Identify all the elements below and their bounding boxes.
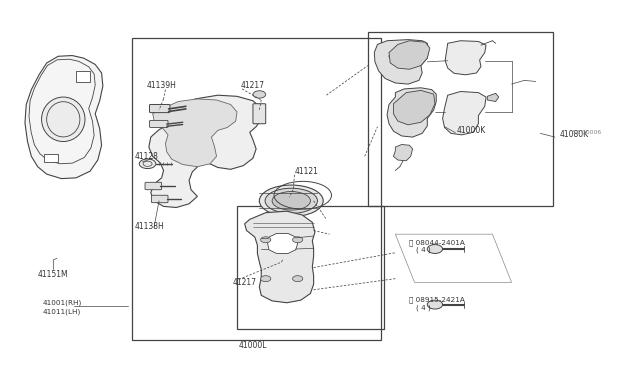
Polygon shape bbox=[25, 55, 103, 179]
Circle shape bbox=[292, 237, 303, 243]
Text: 41217: 41217 bbox=[240, 81, 264, 90]
Text: Ⓑ 08044-2401A: Ⓑ 08044-2401A bbox=[410, 239, 465, 246]
Text: S2 00006: S2 00006 bbox=[572, 130, 601, 135]
FancyBboxPatch shape bbox=[152, 195, 168, 203]
Text: Ⓦ 08915-2421A: Ⓦ 08915-2421A bbox=[410, 297, 465, 304]
Polygon shape bbox=[153, 99, 237, 167]
Circle shape bbox=[414, 106, 427, 114]
Polygon shape bbox=[394, 144, 413, 161]
Polygon shape bbox=[443, 92, 486, 135]
Circle shape bbox=[397, 106, 410, 114]
Text: 41080K: 41080K bbox=[559, 130, 589, 140]
Polygon shape bbox=[374, 39, 429, 84]
Bar bbox=[237, 206, 384, 329]
FancyBboxPatch shape bbox=[76, 71, 90, 82]
Text: ( 4 ): ( 4 ) bbox=[416, 247, 431, 253]
Polygon shape bbox=[487, 93, 499, 102]
Circle shape bbox=[276, 244, 287, 250]
FancyBboxPatch shape bbox=[276, 253, 287, 272]
Circle shape bbox=[292, 276, 303, 282]
FancyBboxPatch shape bbox=[145, 182, 162, 190]
FancyBboxPatch shape bbox=[44, 154, 58, 162]
Polygon shape bbox=[244, 211, 315, 303]
Bar bbox=[368, 32, 553, 206]
FancyBboxPatch shape bbox=[150, 121, 168, 128]
Text: 41000L: 41000L bbox=[239, 341, 267, 350]
Ellipse shape bbox=[42, 97, 85, 141]
Ellipse shape bbox=[265, 188, 317, 214]
Ellipse shape bbox=[272, 192, 310, 210]
Circle shape bbox=[260, 237, 271, 243]
Polygon shape bbox=[387, 88, 436, 137]
Text: 41001(RH): 41001(RH) bbox=[42, 299, 81, 306]
Polygon shape bbox=[268, 234, 298, 253]
Circle shape bbox=[140, 159, 156, 169]
Circle shape bbox=[428, 244, 443, 253]
Text: 41011(LH): 41011(LH) bbox=[42, 309, 81, 315]
Circle shape bbox=[253, 91, 266, 98]
Polygon shape bbox=[445, 41, 486, 75]
Text: 41151M: 41151M bbox=[38, 270, 68, 279]
Text: 41121: 41121 bbox=[294, 167, 318, 176]
Ellipse shape bbox=[259, 185, 323, 217]
FancyBboxPatch shape bbox=[150, 105, 170, 113]
Text: 41138H: 41138H bbox=[135, 222, 164, 231]
Text: 41128: 41128 bbox=[135, 152, 159, 161]
Polygon shape bbox=[149, 95, 262, 208]
FancyBboxPatch shape bbox=[253, 104, 266, 124]
Circle shape bbox=[428, 300, 443, 309]
Circle shape bbox=[260, 276, 271, 282]
Circle shape bbox=[408, 52, 421, 60]
Text: 41139H: 41139H bbox=[147, 81, 176, 90]
Polygon shape bbox=[394, 90, 435, 125]
Text: 41217: 41217 bbox=[232, 278, 257, 287]
Text: 41000K: 41000K bbox=[457, 126, 486, 135]
Text: ( 4 ): ( 4 ) bbox=[416, 304, 431, 311]
Circle shape bbox=[389, 52, 402, 60]
Polygon shape bbox=[389, 41, 430, 69]
Bar bbox=[132, 38, 381, 340]
